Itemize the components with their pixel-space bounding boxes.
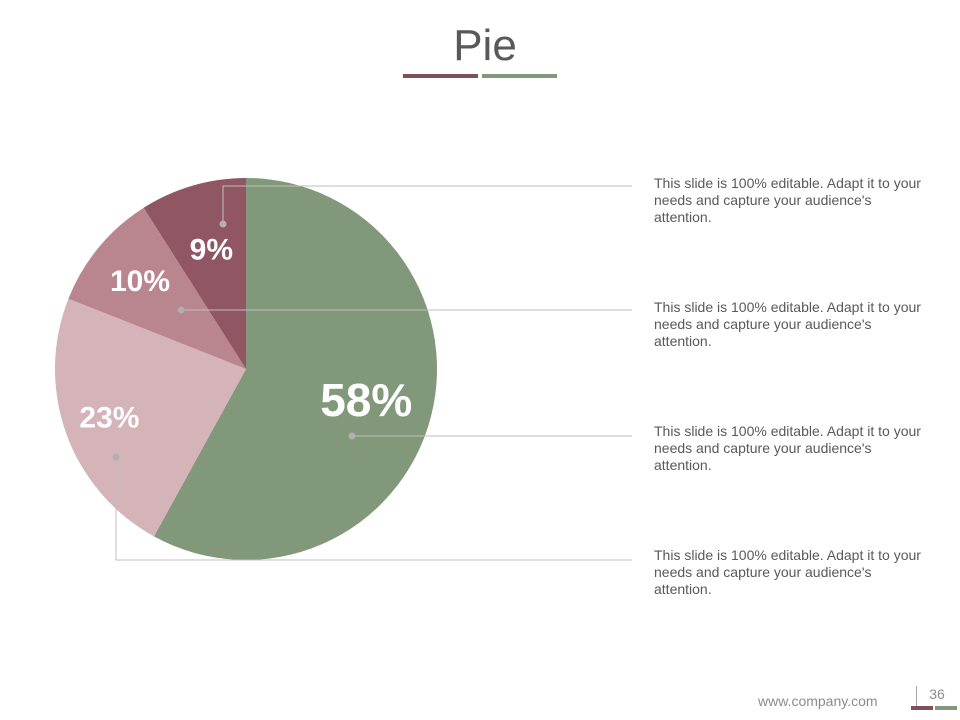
footer-accent-green xyxy=(935,706,957,710)
pie-slice-label-2: 23% xyxy=(79,402,139,435)
leader-line-4 xyxy=(222,185,632,224)
leader-line-2 xyxy=(115,457,632,561)
title-underline-dark xyxy=(403,74,478,78)
pie-slice-label-1: 58% xyxy=(320,374,412,426)
footer-accent-dark xyxy=(911,706,933,710)
pie-slice-label-3: 10% xyxy=(110,265,170,298)
pie-slice-1 xyxy=(153,178,438,560)
leader-dot-4 xyxy=(219,220,227,228)
callout-text-1: This slide is 100% editable. Adapt it to… xyxy=(654,175,921,225)
footer-url: www.company.com xyxy=(758,693,878,709)
leader-dot-3 xyxy=(177,306,185,314)
leader-dot-2 xyxy=(112,453,120,461)
pie-slice-2 xyxy=(54,298,246,537)
callout-text-2: This slide is 100% editable. Adapt it to… xyxy=(654,299,921,349)
leader-dot-1 xyxy=(348,432,356,440)
page-number-divider xyxy=(916,686,917,706)
title-underline-green xyxy=(482,74,557,78)
callout-text-4: This slide is 100% editable. Adapt it to… xyxy=(654,547,921,597)
page-number: 36 xyxy=(929,686,945,702)
pie-slice-3 xyxy=(68,207,246,369)
slide-title: Pie xyxy=(453,21,517,70)
callout-text-3: This slide is 100% editable. Adapt it to… xyxy=(654,423,921,473)
pie-slice-label-4: 9% xyxy=(190,233,233,266)
